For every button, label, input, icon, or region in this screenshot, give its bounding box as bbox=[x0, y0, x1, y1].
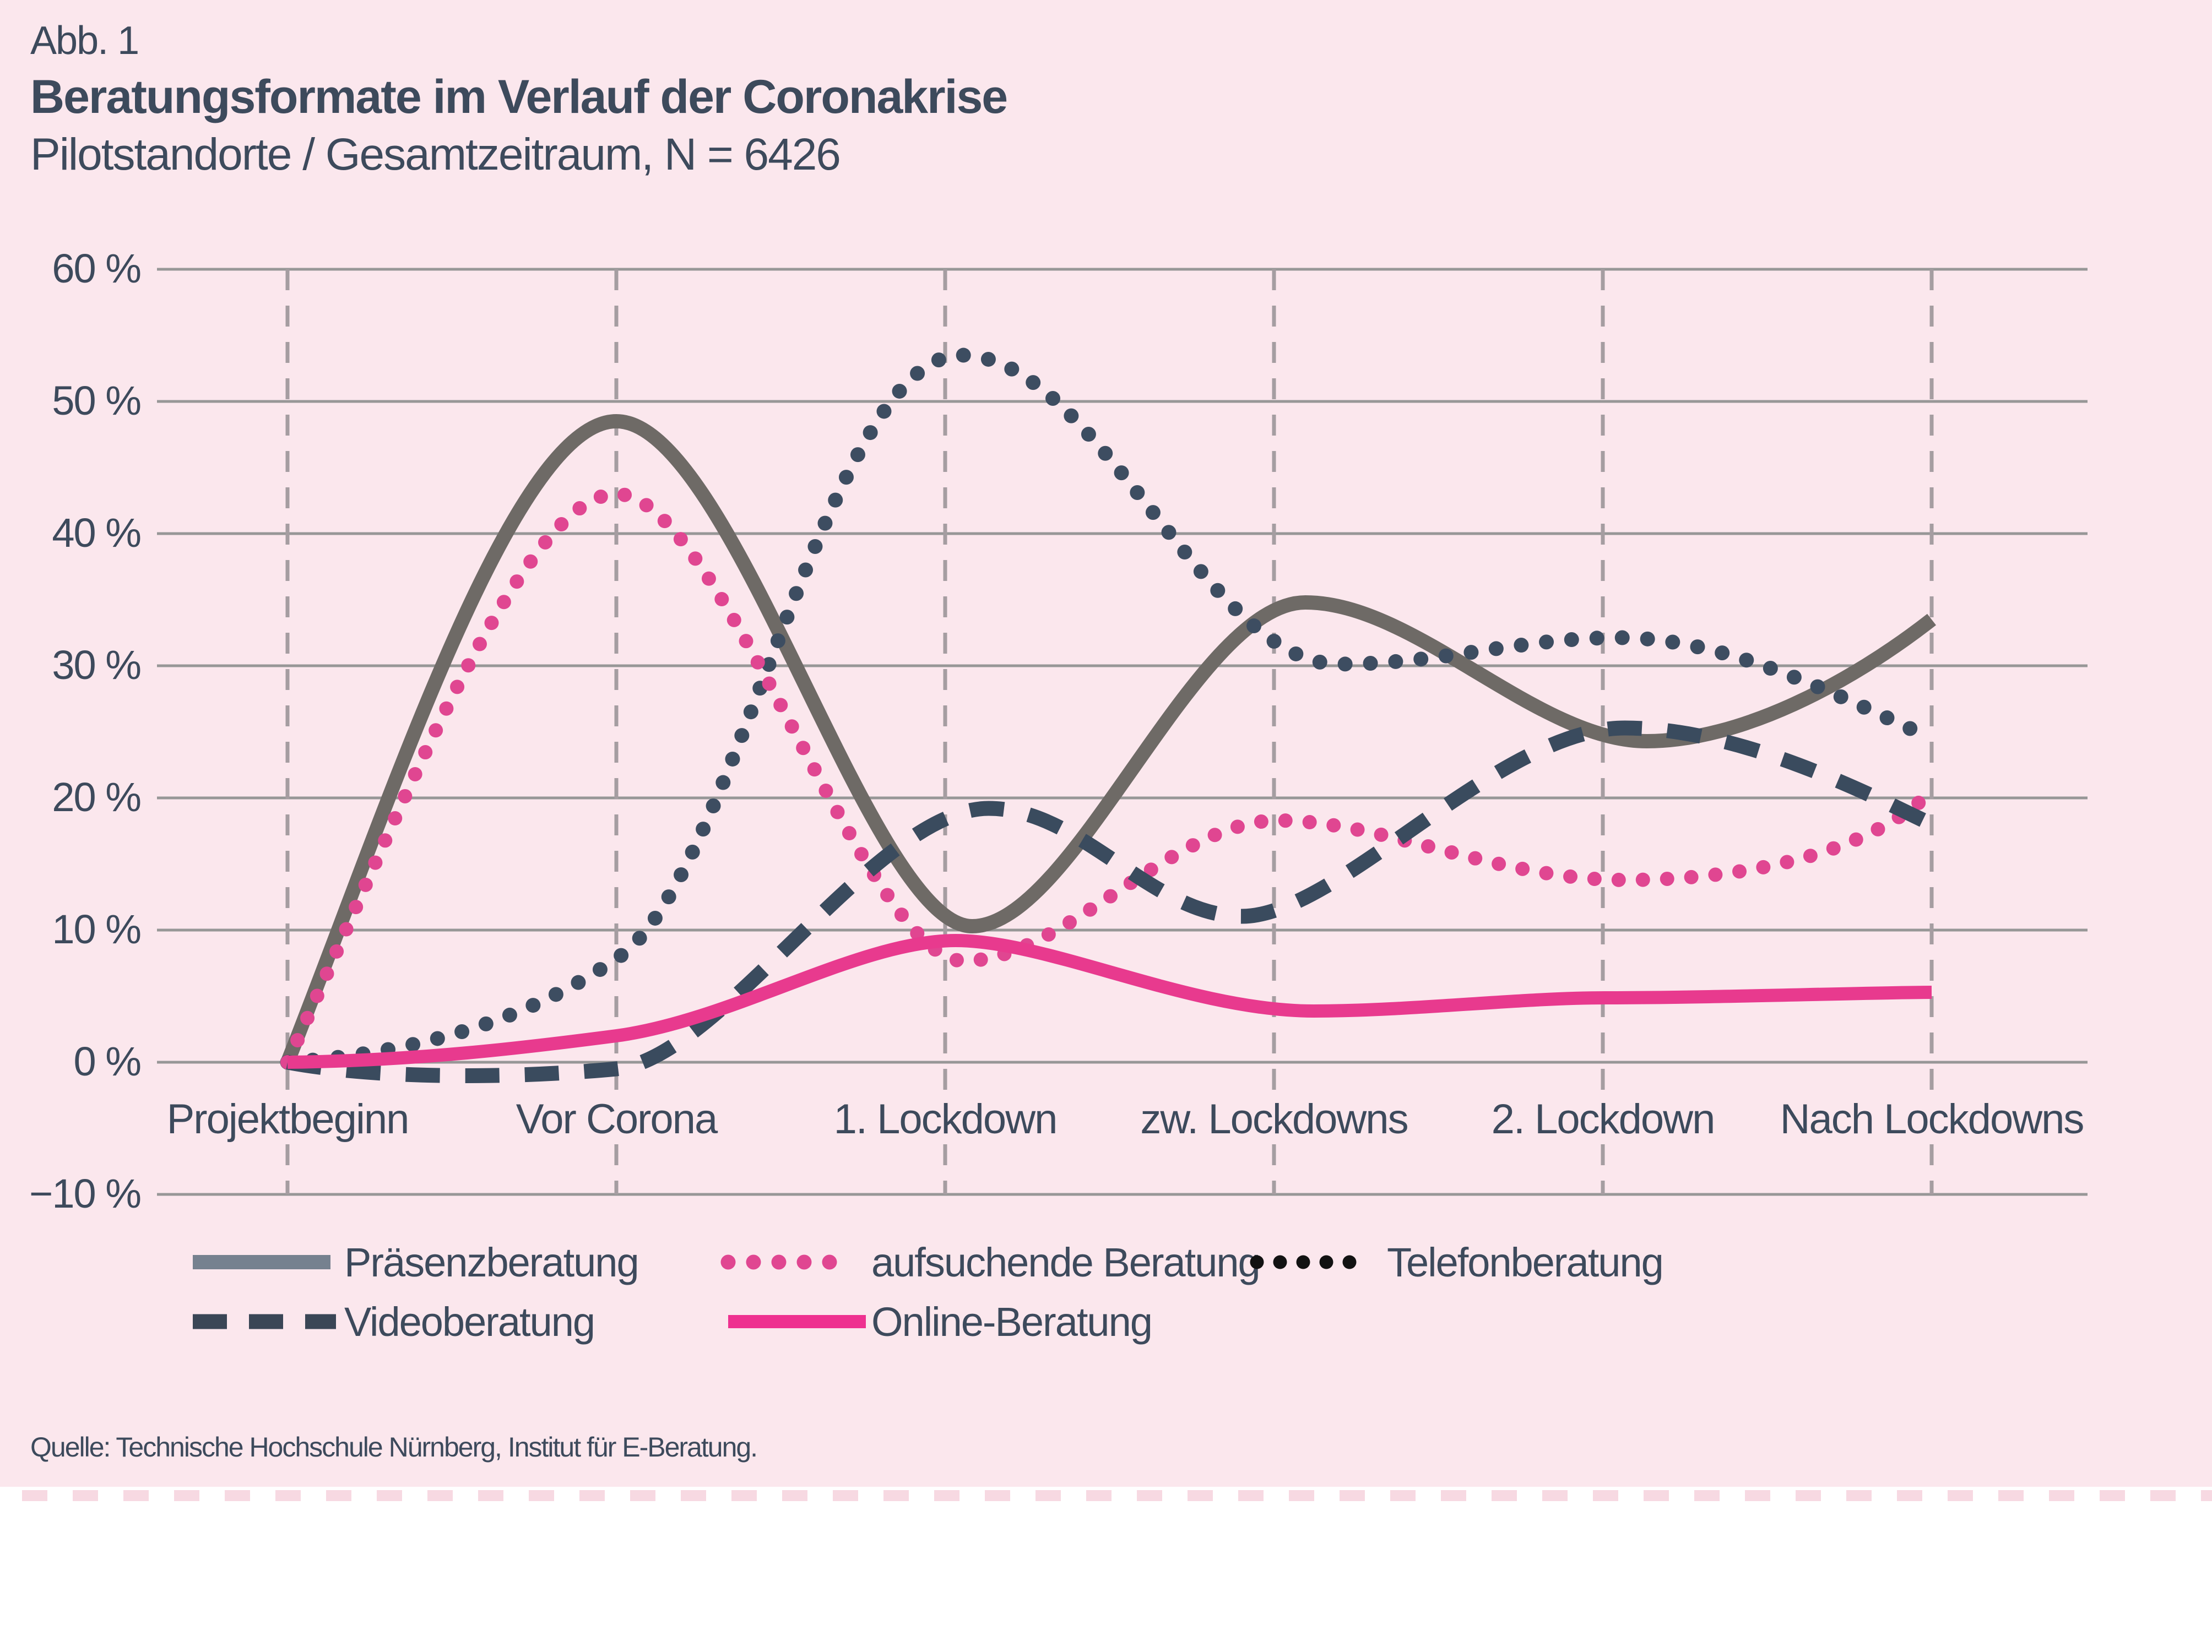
legend-item-videoberatung: Videoberatung bbox=[193, 1299, 595, 1345]
legend-label: Online-Beratung bbox=[871, 1299, 1152, 1345]
y-tick-label: 60 % bbox=[52, 246, 140, 291]
legend-item-telefonberatung: Telefonberatung bbox=[1250, 1240, 1664, 1285]
page-bottom-strip bbox=[0, 1487, 2212, 1652]
source-note: Quelle: Technische Hochschule Nürnberg, … bbox=[30, 1432, 757, 1463]
online-beratung-line bbox=[287, 933, 1932, 1069]
y-tick-label: 10 % bbox=[52, 906, 140, 952]
y-gridlines bbox=[157, 268, 2088, 1196]
praesenzberatung-line bbox=[280, 414, 1937, 1065]
x-tick-label: 1. Lockdown bbox=[834, 1096, 1057, 1143]
x-axis-labels: Projektbeginn Vor Corona 1. Lockdown zw.… bbox=[167, 1096, 2085, 1143]
legend-label: aufsuchende Beratung bbox=[871, 1240, 1260, 1285]
legend-label: Telefonberatung bbox=[1387, 1240, 1663, 1285]
online-line-swatch bbox=[728, 1315, 866, 1328]
x-tick-label: Vor Corona bbox=[516, 1096, 718, 1143]
y-tick-label: 50 % bbox=[52, 378, 140, 423]
chart-subtitle: Pilotstandorte / Gesamtzeitraum, N = 642… bbox=[30, 129, 840, 180]
x-tick-label: Projektbeginn bbox=[167, 1096, 409, 1143]
aufsuchende-beratung-line bbox=[280, 486, 1939, 1069]
x-tick-label: zw. Lockdowns bbox=[1140, 1096, 1407, 1143]
figure-label: Abb. 1 bbox=[30, 19, 138, 63]
legend-label: Präsenzberatung bbox=[344, 1240, 638, 1285]
chart-legend: Präsenzberatung aufsuchende Beratung Tel… bbox=[193, 1240, 1664, 1345]
y-tick-label: 30 % bbox=[52, 642, 140, 688]
y-tick-label: 20 % bbox=[52, 774, 140, 820]
praesenzberatung-line-swatch bbox=[193, 1255, 330, 1269]
x-tick-label: Nach Lockdowns bbox=[1780, 1096, 2084, 1143]
legend-item-praesenzberatung: Präsenzberatung bbox=[193, 1240, 639, 1285]
y-tick-label: −10 % bbox=[29, 1171, 140, 1216]
x-tick-label: 2. Lockdown bbox=[1492, 1096, 1715, 1143]
y-tick-label: 40 % bbox=[52, 510, 140, 556]
y-tick-label: 0 % bbox=[73, 1039, 140, 1084]
legend-item-online-beratung: Online-Beratung bbox=[728, 1299, 1153, 1345]
legend-label: Videoberatung bbox=[344, 1299, 594, 1345]
x-gridlines bbox=[285, 269, 1934, 1194]
legend-item-aufsuchende-beratung: aufsuchende Beratung bbox=[720, 1240, 1261, 1285]
videoberatung-line bbox=[286, 720, 1935, 1083]
telefonberatung-line bbox=[280, 347, 1939, 1070]
pink-background bbox=[0, 0, 2212, 1487]
y-axis-labels: 60 % 50 % 40 % 30 % 20 % 10 % 0 % −10 % bbox=[29, 246, 142, 1216]
chart-title: Beratungsformate im Verlauf der Coronakr… bbox=[30, 70, 1007, 123]
